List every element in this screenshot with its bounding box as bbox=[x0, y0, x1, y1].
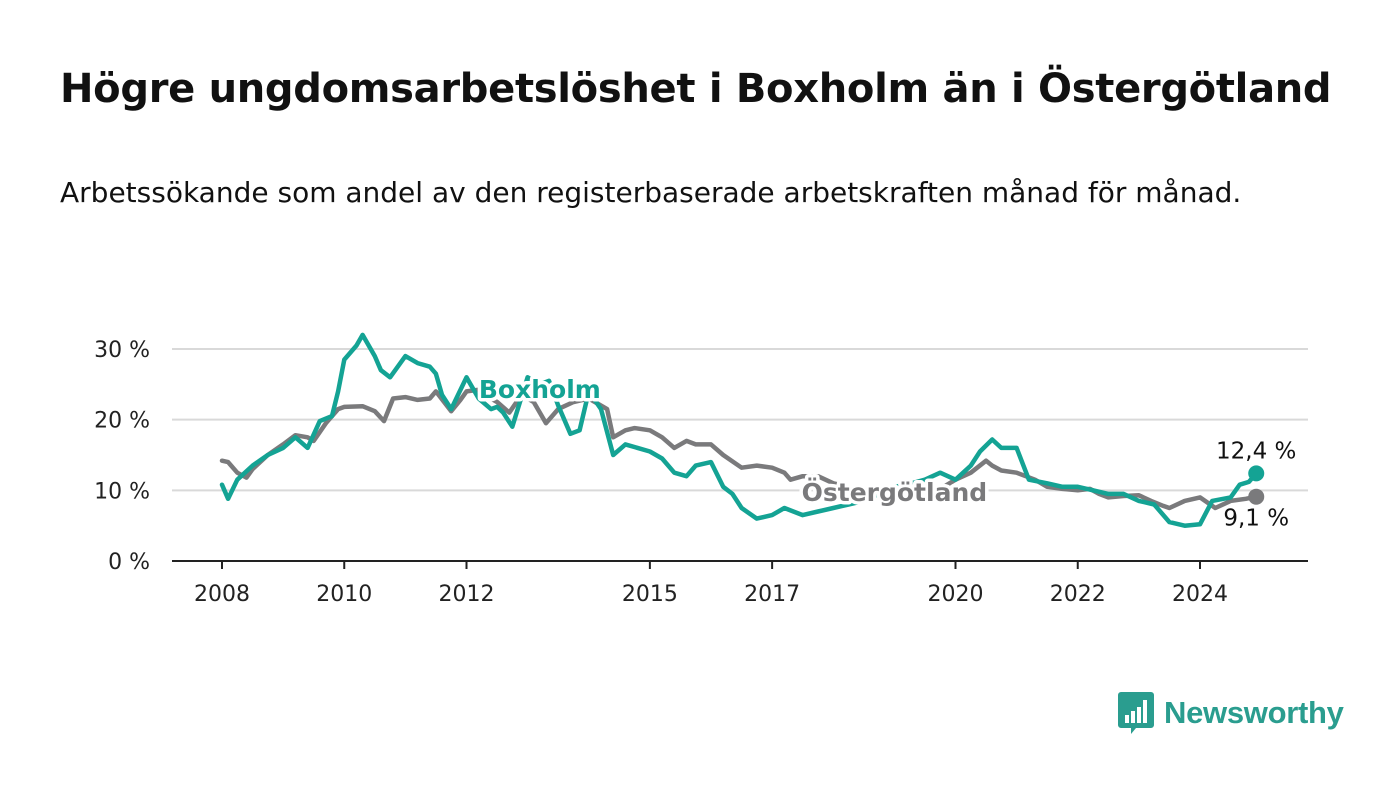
chart-subtitle: Arbetssökande som andel av den registerb… bbox=[60, 176, 1242, 209]
x-tick-label: 2022 bbox=[1050, 582, 1106, 607]
x-tick-label: 2015 bbox=[622, 582, 678, 607]
series-group bbox=[219, 332, 1265, 528]
series-label--sterg-tland: Östergötland bbox=[802, 477, 988, 507]
series-line-boxholm bbox=[219, 332, 1259, 528]
end-value-label-boxholm: 12,4 % bbox=[1216, 438, 1296, 464]
series-label-boxholm: Boxholm bbox=[479, 375, 601, 404]
gridlines bbox=[172, 348, 1308, 492]
newsworthy-logo: Newsworthy bbox=[1118, 690, 1344, 736]
x-tick-label: 2012 bbox=[439, 582, 495, 607]
y-tick-label: 20 % bbox=[94, 409, 150, 434]
x-axis-ticks: 2008 2010 2012 2015 2017 2020 2022 2024 bbox=[194, 561, 1228, 607]
series-labels: Östergötland Boxholm 12,4 % 9,1 % bbox=[475, 371, 1299, 534]
y-axis-ticks: 0 % 10 % 20 % 30 % bbox=[94, 338, 150, 575]
end-value-label--sterg-tland: 9,1 % bbox=[1223, 506, 1289, 532]
end-point-boxholm bbox=[1248, 465, 1265, 482]
chart-title: Högre ungdomsarbetslöshet i Boxholm än i… bbox=[60, 66, 1332, 112]
y-tick-label: 0 % bbox=[108, 550, 150, 575]
line-chart: 0 % 10 % 20 % 30 % 2008 2010 2012 2015 2017 2020… bbox=[94, 332, 1308, 607]
x-tick-label: 2008 bbox=[194, 582, 250, 607]
y-tick-label: 30 % bbox=[94, 338, 150, 363]
x-tick-label: 2017 bbox=[744, 582, 800, 607]
x-tick-label: 2020 bbox=[928, 582, 984, 607]
bar-chart-speech-bubble-icon bbox=[1118, 692, 1154, 734]
x-tick-label: 2010 bbox=[316, 582, 372, 607]
y-tick-label: 10 % bbox=[94, 479, 150, 504]
series-line--sterg-tland bbox=[219, 387, 1259, 511]
x-tick-label: 2024 bbox=[1172, 582, 1228, 607]
brand-name: Newsworthy bbox=[1164, 695, 1344, 730]
end-point--sterg-tland bbox=[1248, 488, 1265, 505]
